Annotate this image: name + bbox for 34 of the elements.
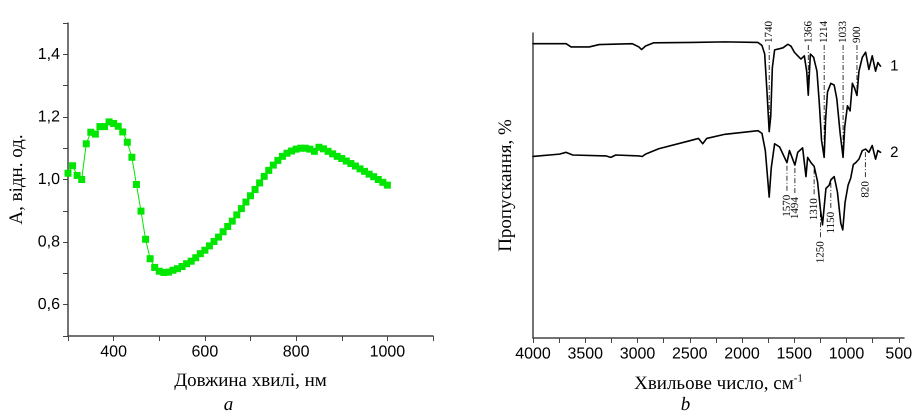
- x-tick-label: 4000: [515, 346, 551, 362]
- x-tick-label: 2000: [724, 346, 760, 362]
- annotation: 1214: [818, 20, 830, 43]
- x-tick-label: 1000: [370, 344, 406, 360]
- y-axis-title: A, відн. од.: [6, 134, 27, 225]
- y-tick-label: 1,2: [38, 108, 60, 126]
- annotation: 820: [859, 180, 872, 198]
- annotation: 1310: [808, 198, 820, 220]
- annotation: 1150: [824, 211, 837, 234]
- x-tick-label: 800: [282, 344, 310, 360]
- text: b: [680, 394, 690, 415]
- y-tick-label: 0,6: [38, 296, 60, 314]
- x-axis-title: Довжина хвилі, нм: [174, 370, 327, 391]
- y-tick-label: 1,4: [38, 46, 60, 63]
- x-tick-label: 500: [885, 346, 912, 362]
- annotation: 1250: [814, 240, 826, 264]
- series-label: 1: [890, 58, 898, 75]
- annotation: 1033: [837, 20, 850, 43]
- y-tick-label: 0,8: [38, 234, 60, 251]
- x-tick-label: 2500: [672, 346, 708, 362]
- x-tick-label: 600: [192, 344, 218, 360]
- x-tick-label: 3000: [620, 346, 656, 362]
- annotation: 1366: [802, 20, 814, 43]
- y-tick-label: 1,0: [38, 171, 60, 188]
- x-tick-label: 400: [100, 344, 128, 360]
- y-axis-title: Пропускання, %: [495, 119, 516, 252]
- x-tick-label: 3500: [567, 346, 604, 362]
- annotation: 1740: [763, 20, 776, 43]
- x-tick-label: 1500: [776, 346, 812, 362]
- series-label: 2: [890, 144, 898, 161]
- annotation: 900: [850, 26, 863, 43]
- x-tick-label: 1000: [828, 346, 864, 362]
- text: a: [224, 394, 234, 415]
- annotation: 1494: [788, 196, 801, 220]
